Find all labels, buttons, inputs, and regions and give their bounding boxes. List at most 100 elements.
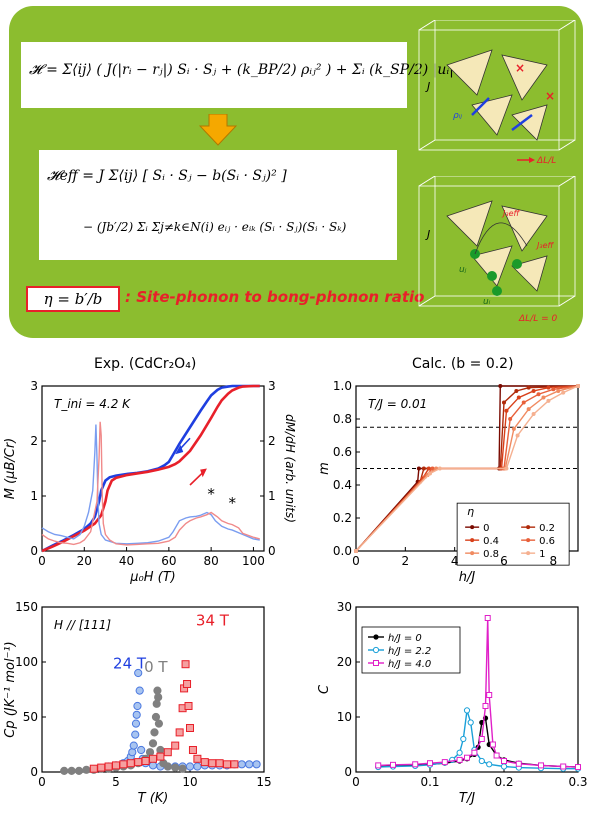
data-point-1	[178, 764, 187, 773]
series-point-0	[497, 466, 502, 471]
data-point-2	[484, 615, 491, 621]
crystal-strain-label: ΔL/L	[536, 156, 556, 166]
data-point-1	[426, 761, 434, 768]
data-point-2	[515, 760, 522, 767]
series-label: 34 T	[196, 612, 230, 630]
data-point-0	[501, 757, 507, 763]
data-point-2	[156, 752, 165, 761]
data-point-0	[135, 686, 144, 695]
series-point-2	[499, 466, 504, 471]
data-point-1	[486, 761, 493, 768]
series-point-0	[415, 479, 420, 484]
data-point-0	[133, 701, 142, 711]
crystal2-j3-label-2: J₃eff	[535, 241, 554, 250]
data-point-1	[500, 763, 508, 770]
x-axis-label: T/J	[459, 791, 475, 806]
x-tick-label: 0	[38, 554, 46, 568]
series-point-0	[498, 384, 503, 388]
y-tick-label: 10	[337, 710, 352, 724]
y-right-axis-label: dM/dH (arb. units)	[283, 414, 297, 523]
crystal-rho-label: ρᵢⱼ	[453, 111, 462, 121]
data-point-1	[82, 765, 91, 774]
series-point-2	[354, 549, 358, 553]
series-line-0	[355, 385, 578, 552]
data-point-2	[181, 660, 190, 669]
data-point-0	[138, 754, 147, 763]
crystal2-j3-label-1: J₃eff	[501, 209, 520, 218]
legend-marker	[470, 551, 475, 556]
data-point-2	[193, 754, 202, 763]
data-point-0	[171, 762, 180, 771]
data-point-0	[464, 756, 470, 762]
series-point-1	[421, 466, 426, 471]
data-point-0	[129, 741, 138, 750]
y-axis-label: M (μB/Cr)	[3, 438, 18, 499]
series-point-4	[541, 395, 546, 400]
data-point-1	[150, 728, 159, 737]
data-point-2	[390, 761, 396, 768]
series-point-1	[354, 549, 358, 553]
data-point-2	[171, 741, 180, 750]
series-point-3	[508, 417, 513, 421]
x-tick-label: 0.2	[494, 775, 513, 789]
x-tick-label: 0	[352, 775, 360, 789]
x-tick-label: 8	[550, 554, 558, 568]
series-line-0	[378, 716, 579, 768]
data-point-1	[460, 735, 467, 743]
legend-box	[456, 502, 570, 566]
data-point-2	[427, 760, 433, 767]
x-tick-label: 2	[402, 554, 410, 568]
y-right-tick-label: 3	[268, 379, 276, 393]
data-point-0	[185, 762, 195, 771]
data-point-0	[222, 761, 232, 770]
data-point-0	[215, 761, 224, 770]
chart-2-title: Calc. (b = 0.2)	[412, 356, 514, 372]
heff-line-1: 𝓗eff = J Σ⟨ij⟩ [ Sᵢ · Sⱼ − b(Sᵢ · Sⱼ)² ]	[47, 168, 287, 184]
series-point-3	[423, 474, 428, 479]
chart-annotation: T/J = 0.01	[368, 397, 427, 411]
effective-hamiltonian-box: 𝓗eff = J Σ⟨ij⟩ [ Sᵢ · Sⱼ − b(Sᵢ · Sⱼ)² ]…	[39, 150, 397, 260]
data-point-1	[515, 764, 522, 771]
data-point-1	[119, 762, 128, 771]
series-point-0	[576, 384, 580, 388]
data-point-2	[478, 736, 485, 742]
data-point-1	[60, 766, 69, 776]
series-point-5	[531, 412, 536, 417]
series-point-0	[354, 549, 358, 553]
data-point-2	[200, 758, 209, 767]
data-point-1	[154, 693, 163, 702]
data-point-2	[149, 754, 157, 763]
x-tick-label: 80	[204, 554, 219, 568]
series-point-1	[502, 400, 506, 405]
data-point-1	[560, 765, 567, 772]
eta-definition: η = b′/b	[26, 286, 120, 312]
data-point-1	[153, 686, 162, 695]
series-point-4	[526, 407, 531, 412]
sweep-down-arrow	[176, 437, 191, 453]
data-point-2	[134, 758, 143, 767]
data-point-1	[159, 759, 168, 768]
series-point-2	[516, 395, 521, 400]
series-point-3	[430, 466, 435, 471]
data-point-0	[475, 744, 481, 750]
data-point-2	[186, 724, 194, 732]
data-point-2	[119, 760, 128, 769]
pyrochlore-bond-phonon-diagram: × × J ρᵢⱼ ΔL/L	[418, 20, 576, 166]
data-point-0	[178, 762, 187, 771]
y-tick-label: 0.2	[333, 511, 352, 525]
data-point-1	[456, 749, 463, 756]
y-tick-label: 1	[30, 489, 38, 503]
series-point-1	[418, 479, 423, 484]
data-point-2	[230, 760, 239, 769]
data-point-0	[479, 719, 485, 726]
data-point-1	[134, 759, 143, 768]
data-point-2	[215, 759, 224, 768]
data-point-0	[131, 719, 141, 728]
x-tick-label: 4	[451, 554, 459, 568]
data-point-1	[471, 746, 478, 754]
y-tick-label: 0	[30, 544, 38, 558]
peak-star: *	[207, 485, 215, 503]
down-arrow-icon	[199, 114, 237, 146]
series-point-3	[354, 549, 358, 553]
legend-label: 0.2	[539, 523, 555, 534]
